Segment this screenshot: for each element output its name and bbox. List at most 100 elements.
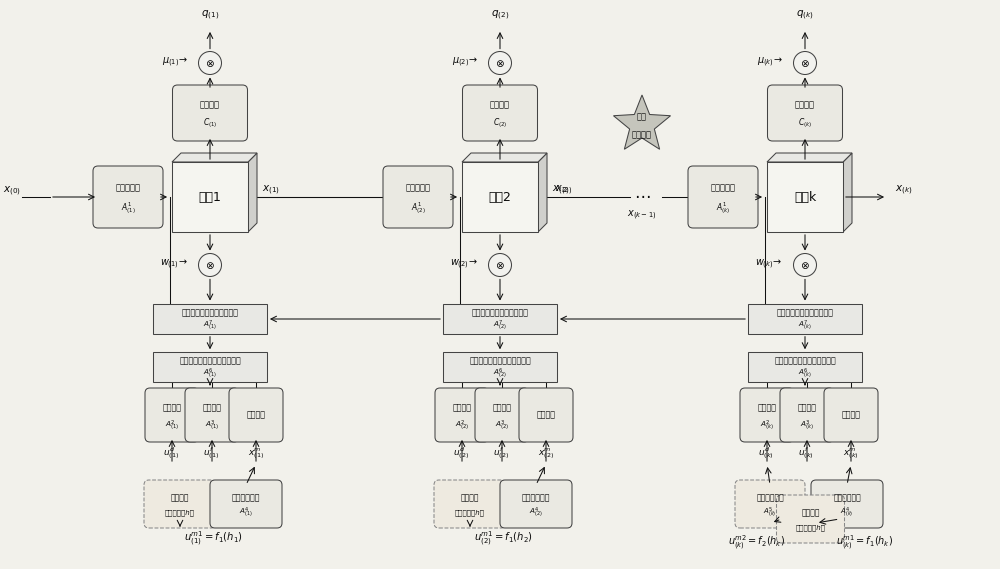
Text: $w_{(k)}\!\to$: $w_{(k)}\!\to$ — [755, 257, 783, 271]
FancyBboxPatch shape — [383, 166, 453, 228]
Bar — [153, 352, 267, 382]
FancyBboxPatch shape — [173, 85, 248, 141]
Text: 刀具变形误差: 刀具变形误差 — [232, 493, 260, 502]
Text: 基准误差: 基准误差 — [758, 403, 777, 412]
Polygon shape — [843, 153, 852, 232]
Text: 工件变形误差: 工件变形误差 — [756, 493, 784, 502]
FancyBboxPatch shape — [688, 166, 758, 228]
Text: $\otimes$: $\otimes$ — [800, 259, 810, 270]
Polygon shape — [462, 153, 547, 162]
Text: $A^7_{(1)}$: $A^7_{(1)}$ — [203, 318, 217, 332]
Text: 重定位误差: 重定位误差 — [406, 184, 430, 193]
Text: $A^6_{(k)}$: $A^6_{(k)}$ — [798, 366, 812, 380]
Circle shape — [488, 254, 512, 277]
Text: $u^{m2}_{(k)}=f_2(h_k)$: $u^{m2}_{(k)}=f_2(h_k)$ — [728, 534, 786, 552]
Text: $x_{(1)}$: $x_{(1)}$ — [262, 183, 280, 197]
Text: 工序2: 工序2 — [489, 191, 511, 204]
FancyBboxPatch shape — [475, 388, 529, 442]
Text: 重定位误差: 重定位误差 — [710, 184, 736, 193]
FancyBboxPatch shape — [185, 388, 239, 442]
Text: $u^{m1}_{(k)}=f_1(h_k)$: $u^{m1}_{(k)}=f_1(h_k)$ — [836, 534, 894, 552]
Text: $w_{(2)}\!\to$: $w_{(2)}\!\to$ — [450, 257, 478, 271]
Text: $\mu_{(k)}\!\to$: $\mu_{(k)}\!\to$ — [757, 55, 783, 69]
Polygon shape — [248, 153, 257, 232]
Text: $u^f_{(k)}$: $u^f_{(k)}$ — [798, 446, 814, 462]
Text: $\otimes$: $\otimes$ — [205, 259, 215, 270]
Text: 加工误差: 加工误差 — [246, 410, 266, 419]
Text: $u^{m1}_{(1)}=f_1(h_1)$: $u^{m1}_{(1)}=f_1(h_1)$ — [184, 530, 244, 548]
Text: $\mu_{(2)}\!\to$: $\mu_{(2)}\!\to$ — [452, 55, 478, 69]
Text: 尺度效应: 尺度效应 — [801, 508, 820, 517]
Text: $q_{(k)}$: $q_{(k)}$ — [796, 9, 814, 22]
Text: $u^d_{(k)}$: $u^d_{(k)}$ — [758, 446, 774, 462]
Circle shape — [794, 52, 817, 75]
FancyBboxPatch shape — [500, 480, 572, 528]
Bar — [748, 352, 862, 382]
Circle shape — [198, 254, 222, 277]
Text: 刀具变形误差: 刀具变形误差 — [833, 493, 861, 502]
Text: $\otimes$: $\otimes$ — [800, 57, 810, 68]
Bar — [767, 162, 843, 232]
Text: 计算误差对新生成特征的影响: 计算误差对新生成特征的影响 — [469, 357, 531, 366]
FancyBboxPatch shape — [435, 388, 489, 442]
Polygon shape — [172, 153, 257, 162]
Text: $w_{(1)}\!\to$: $w_{(1)}\!\to$ — [160, 257, 188, 271]
Text: 基准误差: 基准误差 — [163, 403, 182, 412]
Text: 计算误差对新生成特征的影响: 计算误差对新生成特征的影响 — [179, 357, 241, 366]
FancyBboxPatch shape — [824, 388, 878, 442]
Polygon shape — [767, 153, 852, 162]
Text: $u^d_{(2)}$: $u^d_{(2)}$ — [453, 446, 469, 462]
Text: $x^m_{(2)}$: $x^m_{(2)}$ — [538, 447, 554, 461]
Text: 计算误差对新生成特征的影响: 计算误差对新生成特征的影响 — [774, 357, 836, 366]
Text: $\otimes$: $\otimes$ — [495, 57, 505, 68]
Text: $A^3_{(1)}$: $A^3_{(1)}$ — [205, 418, 219, 432]
FancyBboxPatch shape — [776, 495, 844, 543]
FancyBboxPatch shape — [145, 388, 199, 442]
Text: $A^3_{(2)}$: $A^3_{(2)}$ — [495, 418, 509, 432]
Text: 工件: 工件 — [637, 113, 647, 122]
Text: 夹具误差: 夹具误差 — [492, 403, 511, 412]
Text: $A^1_{(2)}$: $A^1_{(2)}$ — [411, 200, 425, 217]
FancyBboxPatch shape — [144, 480, 216, 528]
FancyBboxPatch shape — [229, 388, 283, 442]
Text: $C_{(k)}$: $C_{(k)}$ — [798, 116, 812, 130]
FancyBboxPatch shape — [740, 388, 794, 442]
Text: $C_{(2)}$: $C_{(2)}$ — [493, 116, 507, 130]
Text: 重定位误差: 重定位误差 — [116, 184, 141, 193]
Text: $A^1_{(1)}$: $A^1_{(1)}$ — [121, 200, 135, 217]
Text: $u^f_{(1)}$: $u^f_{(1)}$ — [203, 446, 219, 462]
Text: $\otimes$: $\otimes$ — [205, 57, 215, 68]
Text: $\cdots$: $\cdots$ — [634, 186, 650, 204]
Text: 测量误差: 测量误差 — [200, 101, 220, 110]
FancyBboxPatch shape — [93, 166, 163, 228]
Text: $A^4_{(2)}$: $A^4_{(2)}$ — [529, 505, 543, 519]
Text: $A^6_{(2)}$: $A^6_{(2)}$ — [493, 366, 507, 380]
Text: $\otimes$: $\otimes$ — [495, 259, 505, 270]
Bar — [443, 352, 557, 382]
Text: $x^m_{(1)}$: $x^m_{(1)}$ — [248, 447, 264, 461]
Text: 〈切削厚度h〉: 〈切削厚度h〉 — [455, 509, 485, 516]
Polygon shape — [613, 95, 671, 149]
FancyBboxPatch shape — [780, 388, 834, 442]
Text: 刀具变形误差: 刀具变形误差 — [522, 493, 550, 502]
Text: $A^6_{(1)}$: $A^6_{(1)}$ — [203, 366, 217, 380]
Text: 计算所有新生成特征的误差: 计算所有新生成特征的误差 — [472, 308, 528, 318]
Text: $C_{(1)}$: $C_{(1)}$ — [203, 116, 217, 130]
Text: 工序1: 工序1 — [199, 191, 221, 204]
FancyBboxPatch shape — [434, 480, 506, 528]
FancyBboxPatch shape — [210, 480, 282, 528]
Text: 〈切削厚度h〉: 〈切削厚度h〉 — [796, 524, 826, 531]
Text: $A^2_{(2)}$: $A^2_{(2)}$ — [455, 418, 469, 432]
Text: $x_{(0)}$: $x_{(0)}$ — [3, 184, 21, 197]
Text: $A^4_{(1)}$: $A^4_{(1)}$ — [239, 505, 253, 519]
Circle shape — [794, 254, 817, 277]
Text: $x_{(k-1)}$: $x_{(k-1)}$ — [627, 208, 657, 222]
Text: 刚度变弱: 刚度变弱 — [632, 130, 652, 139]
Bar — [462, 162, 538, 232]
FancyBboxPatch shape — [519, 388, 573, 442]
Text: $x_{(2)}$: $x_{(2)}$ — [552, 183, 570, 197]
Text: 测量误差: 测量误差 — [795, 101, 815, 110]
Bar — [172, 162, 248, 232]
Text: $A^3_{(k)}$: $A^3_{(k)}$ — [800, 418, 814, 432]
Text: 夹具误差: 夹具误差 — [202, 403, 222, 412]
